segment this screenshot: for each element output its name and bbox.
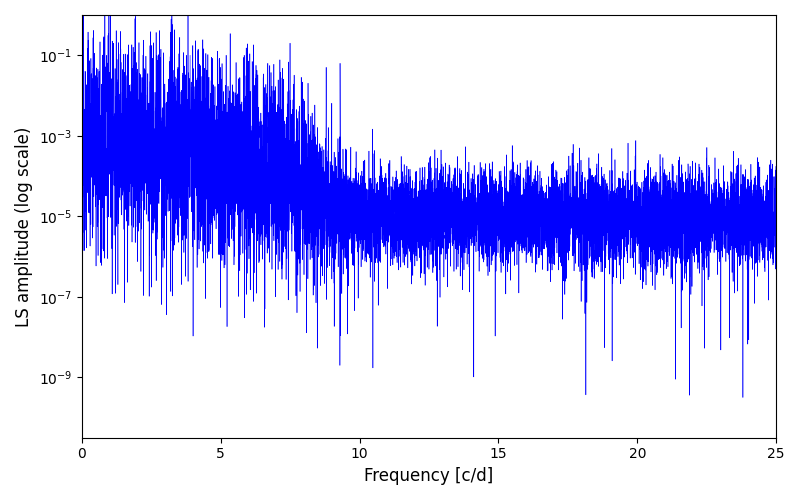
Y-axis label: LS amplitude (log scale): LS amplitude (log scale) [15,126,33,326]
X-axis label: Frequency [c/d]: Frequency [c/d] [364,467,494,485]
